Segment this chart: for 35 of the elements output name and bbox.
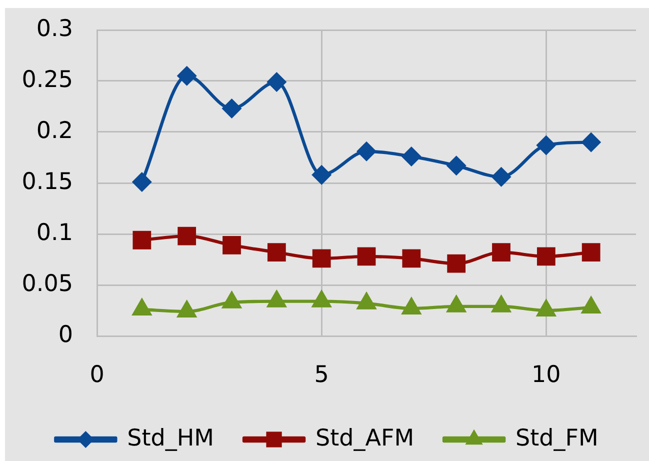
- point: [490, 294, 512, 312]
- legend-label: Std_HM: [127, 425, 214, 452]
- point: [446, 156, 466, 176]
- point: [401, 146, 422, 166]
- point: [176, 300, 198, 318]
- point: [491, 166, 512, 187]
- point: [311, 289, 332, 308]
- y-tick-label: 0.3: [36, 16, 73, 42]
- y-tick-label: 0: [58, 322, 73, 348]
- point: [266, 72, 287, 92]
- point: [536, 298, 557, 316]
- point: [401, 296, 422, 314]
- point: [176, 66, 197, 86]
- point: [536, 135, 556, 156]
- point: [356, 141, 376, 162]
- y-tick-label: 0.15: [22, 168, 73, 195]
- legend-label: Std_AFM: [316, 425, 414, 452]
- point: [132, 172, 152, 192]
- point: [221, 290, 242, 308]
- x-tick-label: 0: [90, 362, 104, 388]
- point: [580, 295, 602, 314]
- point: [312, 164, 332, 185]
- legend-label: Std_FM: [516, 425, 598, 452]
- y-tick-label: 0.05: [22, 270, 73, 297]
- x-tick-label: 10: [532, 362, 561, 388]
- point: [266, 289, 288, 308]
- y-tick-label: 0.25: [22, 66, 73, 93]
- y-tick-label: 0.1: [36, 220, 73, 246]
- point: [446, 294, 467, 312]
- point: [132, 297, 152, 316]
- point: [581, 132, 602, 152]
- x-tick-label: 5: [314, 362, 329, 388]
- point: [222, 98, 242, 119]
- y-tick-label: 0.2: [36, 118, 73, 144]
- point: [356, 291, 377, 310]
